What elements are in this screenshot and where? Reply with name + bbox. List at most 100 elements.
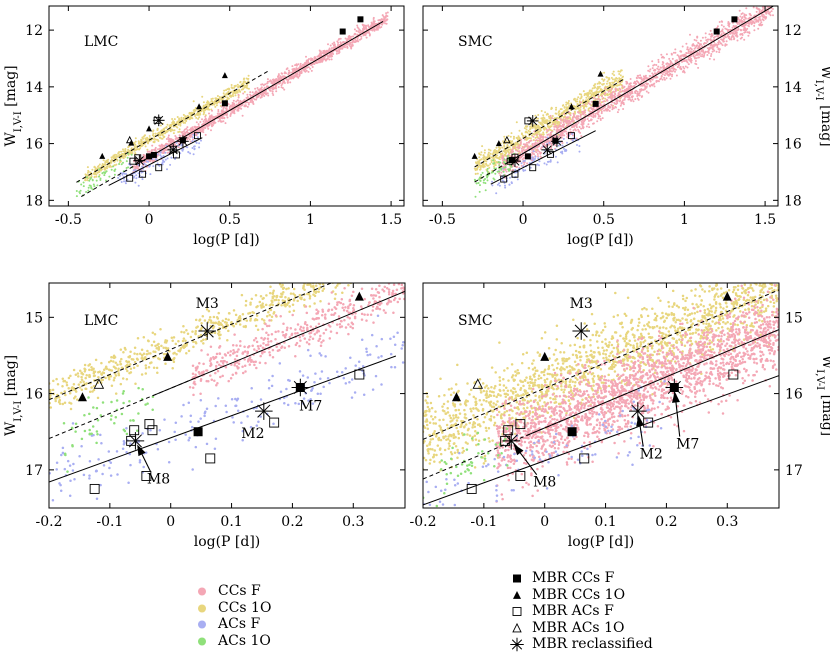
data-point (244, 84, 247, 87)
data-point (602, 82, 605, 85)
data-point (590, 90, 593, 93)
data-point (189, 130, 192, 133)
marker-filled-square (146, 153, 153, 160)
data-point (240, 88, 243, 91)
data-point (639, 90, 642, 93)
data-point (103, 163, 106, 166)
data-point (706, 50, 709, 53)
data-point (519, 152, 522, 155)
data-point (554, 125, 557, 128)
data-point (771, 0, 773, 2)
data-point (683, 71, 686, 74)
data-point (283, 82, 286, 84)
data-point (615, 100, 618, 103)
data-point (356, 39, 359, 42)
data-point (137, 148, 140, 151)
data-point (637, 74, 640, 77)
data-point (174, 144, 177, 146)
data-point (646, 82, 649, 85)
data-point (695, 39, 698, 42)
data-point (665, 77, 668, 80)
data-point (569, 114, 572, 117)
data-point (95, 179, 98, 182)
data-point (216, 101, 219, 104)
data-point (132, 169, 135, 172)
data-point (191, 140, 194, 143)
data-point (606, 89, 609, 91)
data-point (769, 11, 771, 14)
data-point (713, 58, 716, 61)
data-point (174, 158, 176, 160)
data-point (563, 115, 566, 118)
data-point (277, 86, 280, 89)
data-point (724, 36, 727, 39)
data-point (341, 41, 344, 44)
data-point (96, 184, 99, 187)
data-point (582, 112, 585, 115)
data-point (722, 32, 725, 34)
data-point (724, 27, 727, 30)
data-point (148, 137, 151, 140)
data-point (619, 88, 622, 91)
data-point (616, 111, 619, 114)
data-point (696, 51, 699, 54)
data-point (608, 82, 611, 85)
data-point (349, 37, 352, 40)
data-point (544, 119, 547, 122)
data-point (86, 166, 89, 169)
data-point (252, 97, 255, 100)
data-point (583, 106, 585, 109)
data-point (612, 107, 615, 110)
data-point (292, 77, 295, 80)
data-point (651, 60, 654, 63)
data-point (493, 149, 496, 152)
data-point (736, 35, 739, 38)
data-point (627, 88, 630, 91)
data-point (755, 2, 757, 4)
data-point (619, 104, 622, 107)
data-point (110, 161, 113, 164)
data-point (110, 159, 112, 162)
data-point (682, 66, 685, 68)
data-point (187, 137, 190, 139)
data-point (295, 75, 298, 78)
data-point (567, 119, 570, 122)
marker-filled-triangle (196, 103, 203, 110)
data-point (771, 8, 774, 10)
data-point (598, 115, 601, 118)
data-point (283, 88, 286, 91)
data-point (487, 153, 490, 156)
data-point (585, 93, 588, 96)
data-point (385, 14, 388, 17)
data-point (598, 105, 601, 108)
data-point (215, 104, 218, 107)
data-point (743, 13, 746, 16)
data-point (694, 60, 697, 62)
data-point (572, 134, 575, 137)
data-point (569, 128, 572, 131)
data-point (600, 95, 603, 98)
data-point (558, 135, 561, 138)
data-point (700, 55, 703, 58)
data-point (554, 123, 557, 126)
data-point (606, 99, 609, 102)
data-point (487, 164, 490, 167)
data-point (182, 121, 185, 124)
data-point (702, 43, 705, 45)
data-point (340, 42, 343, 45)
data-point (753, 24, 756, 27)
data-point (589, 119, 592, 122)
data-point (237, 93, 240, 96)
data-point (182, 113, 185, 116)
data-point (698, 50, 701, 53)
data-point (525, 130, 528, 133)
data-point (600, 110, 603, 113)
data-point (741, 32, 744, 35)
data-point (651, 78, 654, 81)
data-point (102, 159, 105, 162)
data-point (282, 80, 285, 83)
data-point (745, 7, 748, 10)
data-point (736, 23, 739, 25)
data-point (481, 145, 484, 148)
